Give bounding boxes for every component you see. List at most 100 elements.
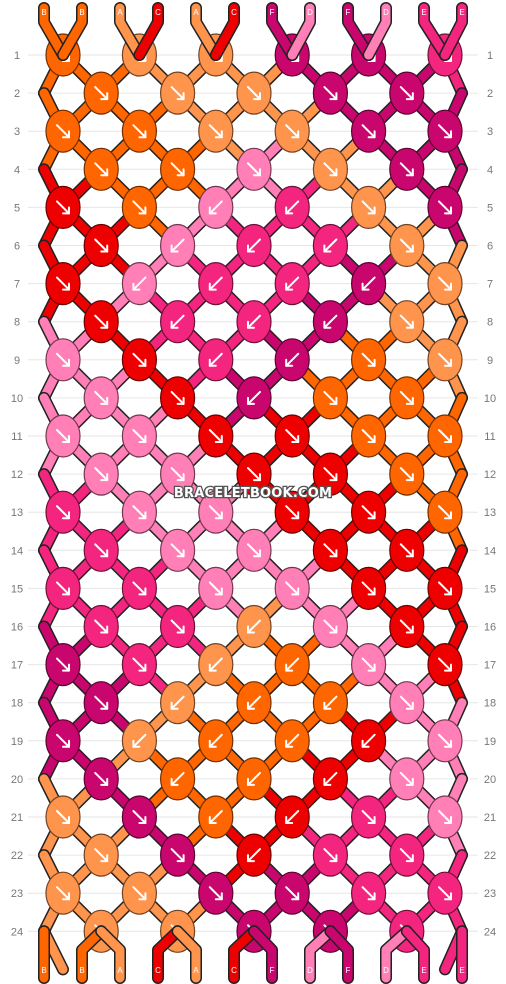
knot-arrow-head [367,892,376,901]
row-number-right: 2 [487,88,493,100]
row-number-left: 5 [14,202,20,214]
knot [274,566,310,611]
knot-arrow-head [62,511,70,520]
knot-arrow-shaft [247,619,261,634]
knot-arrow-shaft [56,810,70,824]
knot [121,414,157,458]
knot-arrow-shaft [170,314,185,329]
knot [45,109,81,153]
knot-arrow-shaft [438,276,452,291]
knot-arrow-shaft [170,467,185,482]
bottom-strand [173,926,201,983]
knot-arrow-head [208,282,217,291]
knot-arrow-head [208,358,217,367]
knot [351,871,387,915]
knot-arrow-shaft [94,771,109,786]
knot-arrow-head [253,92,261,101]
knot-arrow-head [247,701,255,710]
knot [312,757,348,801]
knot-arrow-head [329,549,338,558]
row-number-left: 16 [11,622,23,634]
knot [83,452,119,496]
knot-arrow-head [291,130,300,139]
knot [312,833,348,877]
knot-arrow-head [176,625,185,634]
knot-arrow-shaft [132,886,147,901]
row-number-left: 3 [14,126,20,138]
knot [274,871,310,915]
knot [45,871,81,915]
knot [45,490,81,534]
knot-arrow-shaft [247,771,261,786]
knot-arrow-head [208,663,217,672]
top-strand [287,3,315,60]
knot-arrow-head [138,358,147,367]
knot [274,338,310,382]
knot [198,185,234,229]
knot [351,795,387,839]
knot [351,262,387,306]
knot [312,376,348,420]
knot [312,452,348,496]
knot-arrow-shaft [323,390,338,405]
knot [427,109,463,153]
knot [389,681,425,725]
knot-arrow-shaft [285,657,300,672]
knot [121,795,157,839]
bottom-strand-label: C [155,966,161,975]
top-strand [267,3,297,60]
knot-arrow-head [405,244,414,253]
knot [389,757,425,801]
knot-arrow-shaft [247,848,261,863]
knot [83,833,119,877]
knot [351,566,387,611]
knot-arrow-shaft [170,695,185,710]
knot-arrow-head [367,511,376,520]
knot-arrow-head [132,739,141,748]
knot-arrow-shaft [438,505,452,520]
knot-arrow-shaft [285,505,300,520]
knot-arrow-shaft [399,390,414,405]
knot-arrow-shaft [208,429,223,443]
row-number-right: 6 [487,241,493,253]
knot-arrow-shaft [438,810,452,824]
knot-arrow-shaft [56,505,70,520]
knot-arrow-head [214,511,223,520]
knot-arrow-head [170,244,179,253]
knot-arrow-head [367,358,376,367]
top-strand [211,3,239,60]
row-number-left: 4 [14,164,20,176]
knot-arrow-shaft [323,619,338,634]
bottom-strand [305,926,335,983]
knot-arrow-head [405,320,414,329]
knot [160,681,196,725]
knot-arrow-head [138,511,147,520]
knot [236,452,272,496]
knot-arrow-shaft [132,733,147,748]
knot-arrow-head [323,244,332,253]
knot-arrow-shaft [285,124,300,139]
knot-arrow-head [138,816,147,824]
top-strand-label: D [383,8,389,17]
knot [83,147,119,191]
row-number-left: 20 [11,774,23,786]
knot-arrow-shaft [208,733,223,748]
knot [236,147,272,191]
knot [198,719,234,763]
knot-arrow-shaft [56,200,70,215]
row-number-right: 18 [484,698,496,710]
knot [312,71,348,115]
knot [160,147,196,191]
knot-arrow-shaft [132,276,147,291]
bottom-strand [402,926,429,983]
knot-arrow-shaft [285,352,300,367]
knot-arrow-head [214,892,223,901]
knot-arrow-head [323,701,332,710]
knot-arrow-head [100,92,109,101]
row-number-right: 14 [484,545,496,557]
knot-arrow-shaft [56,581,70,596]
knot-arrow-head [62,816,70,824]
knot-arrow-head [291,435,300,443]
knot-arrow-shaft [132,657,147,672]
top-strand-label: F [346,8,351,17]
